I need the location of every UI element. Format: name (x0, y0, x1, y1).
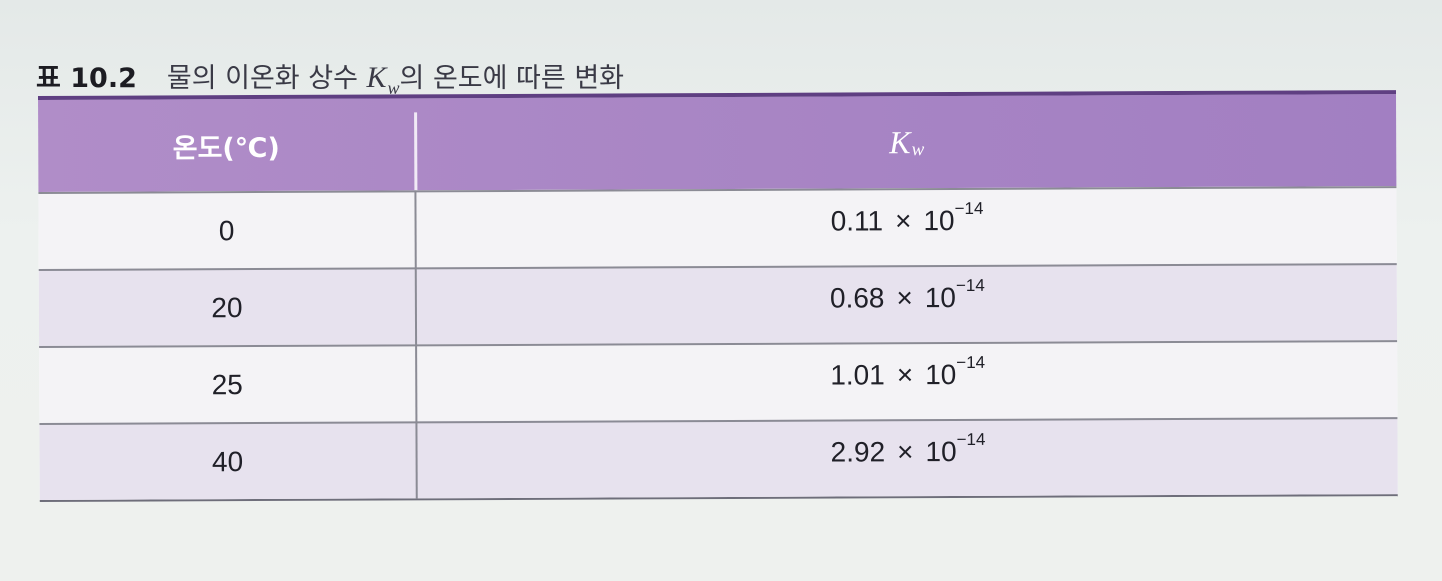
header-kw-symbol: K (889, 123, 911, 160)
kw-cell: 0.11 × 10 −14 (417, 188, 1396, 267)
kw-cell: 0.68 × 10 −14 (418, 265, 1397, 344)
kw-exponent: −14 (956, 352, 986, 372)
kw-exponent: −14 (955, 275, 985, 295)
times-sign: × (896, 281, 913, 313)
kw-base: 10 (923, 204, 955, 236)
kw-mantissa: 0.68 (829, 281, 885, 314)
title-text-before: 물의 이온화 상수 (166, 62, 367, 94)
kw-mantissa: 1.01 (830, 358, 885, 391)
kw-exponent: −14 (956, 429, 986, 449)
temperature-cell: 0 (218, 214, 235, 246)
table-row: 25 1.01 × 10 −14 (39, 340, 1398, 423)
times-sign: × (895, 204, 912, 236)
table-row: 40 2.92 × 10 −14 (39, 417, 1398, 500)
title-text-after: 의 온도에 따른 변화 (399, 62, 624, 94)
table-caption: 표 10.2 물의 이온화 상수 Kw의 온도에 따른 변화 (36, 52, 624, 98)
kw-cell: 1.01 × 10 −14 (418, 342, 1397, 421)
times-sign: × (897, 435, 914, 467)
title-kw-symbol: K (366, 60, 387, 94)
table-row: 0 0.11 × 10 −14 (38, 186, 1397, 269)
temperature-cell: 20 (211, 291, 243, 323)
temperature-cell: 40 (211, 445, 244, 477)
title-kw-subscript: w (387, 77, 400, 98)
temperature-cell: 25 (211, 368, 243, 400)
header-kw-subscript: w (911, 139, 925, 161)
kw-mantissa: 2.92 (830, 435, 886, 468)
table-title: 물의 이온화 상수 Kw의 온도에 따른 변화 (166, 56, 624, 98)
kw-base: 10 (925, 435, 957, 467)
times-sign: × (896, 358, 914, 390)
kw-base: 10 (924, 281, 957, 313)
kw-base: 10 (925, 358, 957, 390)
table-row: 20 0.68 × 10 −14 (38, 263, 1398, 346)
kw-cell: 2.92 × 10 −14 (418, 419, 1397, 498)
table-number: 표 10.2 (36, 62, 137, 94)
header-temperature: 온도(℃) (172, 132, 280, 164)
kw-mantissa: 0.11 (830, 204, 884, 237)
kw-exponent: −14 (954, 198, 984, 218)
